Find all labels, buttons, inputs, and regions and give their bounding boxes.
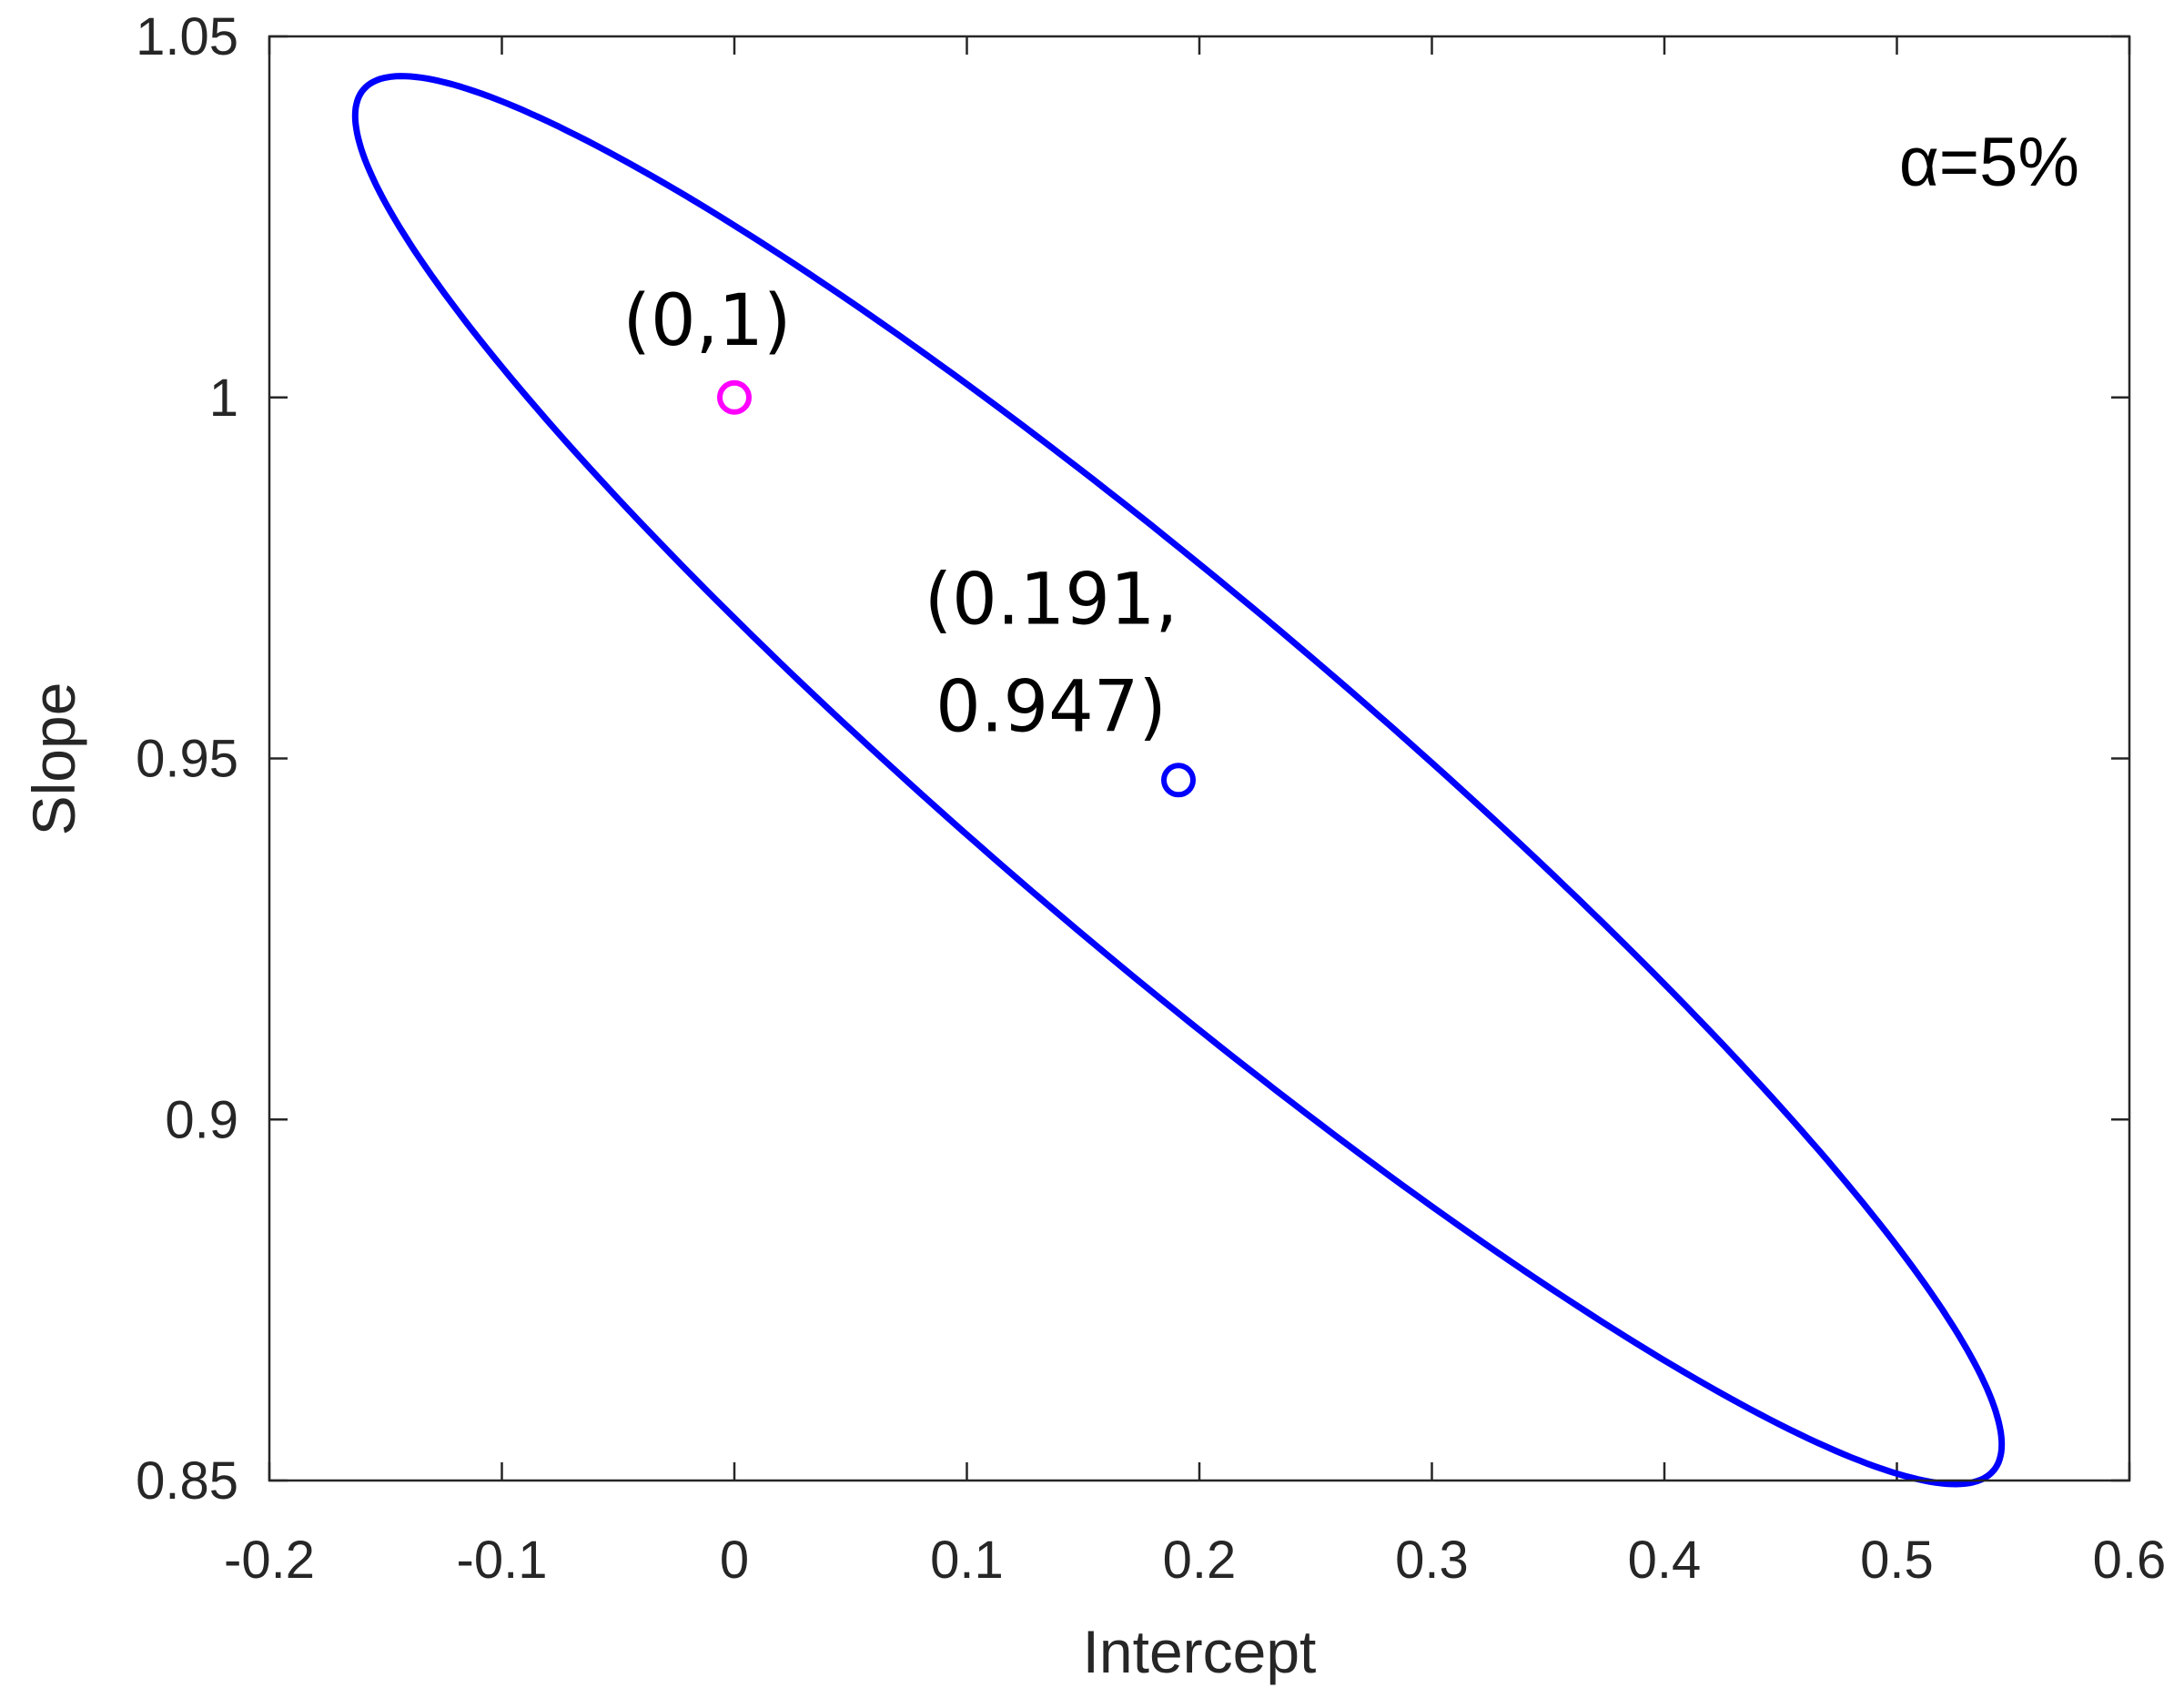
y-tick-label: 1: [209, 369, 238, 428]
y-tick-label: 0.85: [136, 1451, 238, 1511]
plot-frame: [268, 35, 2131, 1482]
estimate-point-marker: [1161, 763, 1197, 798]
x-tick-labels: -0.2 -0.1 0 0.1 0.2 0.3 0.4 0.5 0.6: [224, 1531, 2166, 1590]
y-tick-label: 0.9: [165, 1090, 238, 1149]
y-tick-labels: 0.85 0.9 0.95 1 1.05: [136, 7, 238, 1511]
x-axis-label: Intercept: [1083, 1618, 1317, 1685]
point-label: (0,1): [623, 280, 792, 362]
x-tick-label: 0: [720, 1531, 749, 1590]
x-tick-label: -0.1: [457, 1531, 548, 1590]
y-tick-label: 0.95: [136, 730, 238, 789]
x-tick-label: -0.2: [224, 1531, 315, 1590]
x-tick-label: 0.5: [1860, 1531, 1934, 1590]
x-tick-label: 0.6: [2093, 1531, 2167, 1590]
estimate-point-marker: [717, 379, 752, 415]
alpha-annotation: α=5%: [1899, 124, 2079, 201]
point-label-line: (0.191,: [925, 559, 1178, 641]
x-tick-label: 0.3: [1395, 1531, 1469, 1590]
x-tick-label: 0.4: [1628, 1531, 1702, 1590]
plot-area: [269, 36, 2129, 1481]
x-tick-label: 0.2: [1163, 1531, 1237, 1590]
estimate-points: [717, 379, 1197, 798]
point-label-line: 0.947): [935, 666, 1167, 748]
point-labels: (0,1) (0.191, 0.947): [623, 280, 1178, 749]
y-axis-label: Slope: [20, 682, 87, 836]
y-tick-label: 1.05: [136, 7, 238, 66]
x-tick-label: 0.1: [930, 1531, 1004, 1590]
confidence-ellipse: [351, 73, 2006, 1488]
